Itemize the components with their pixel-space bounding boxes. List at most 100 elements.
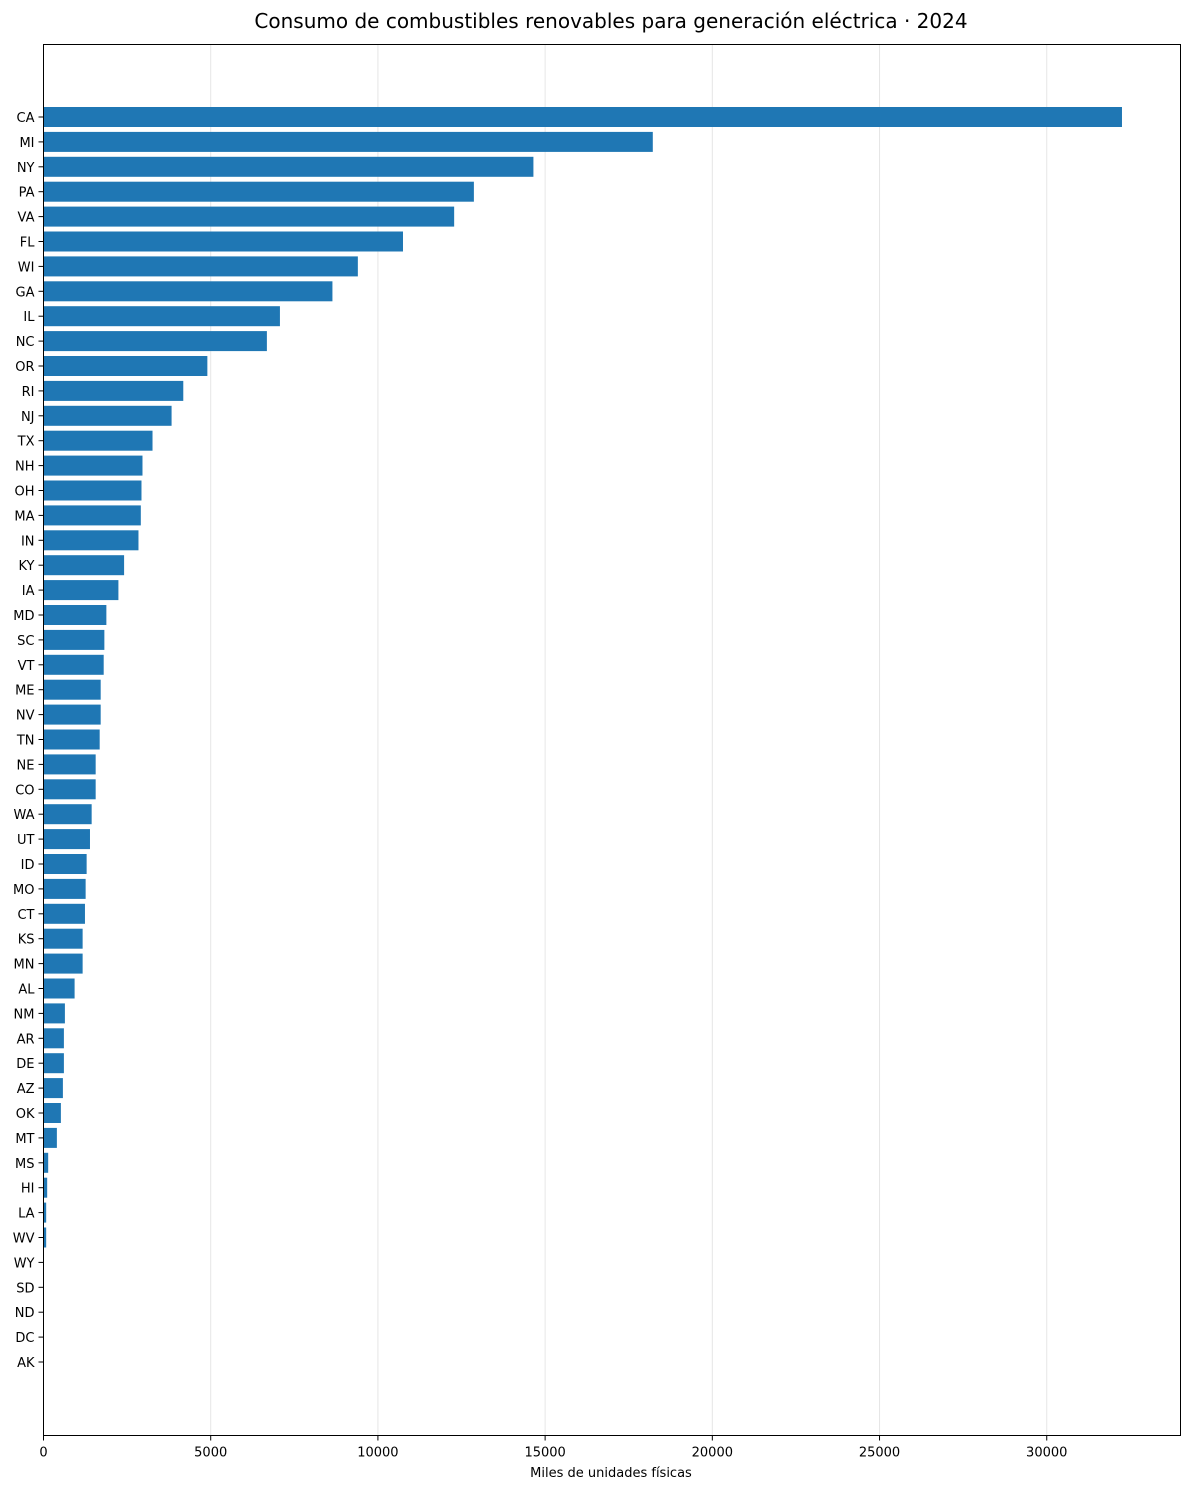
y-tick-label: FL: [20, 236, 35, 251]
bar-mt: [43, 1127, 57, 1148]
y-tick-label: MO: [13, 883, 34, 898]
bar-wa: [43, 804, 92, 825]
y-tick-label: AL: [18, 983, 35, 998]
y-tick-label: TX: [17, 435, 35, 450]
bar-nj: [43, 405, 172, 426]
bar-me: [43, 679, 101, 700]
bar-nm: [43, 1003, 65, 1024]
y-tick-label: WA: [13, 808, 34, 823]
bar-ut: [43, 829, 90, 850]
bar-ma: [43, 505, 141, 526]
y-tick-label: KS: [18, 933, 35, 948]
x-axis-label: Miles de unidades físicas: [530, 1466, 692, 1481]
bar-vt: [43, 654, 104, 675]
bar-ms: [43, 1152, 49, 1173]
bar-fl: [43, 231, 403, 252]
y-tick-label: MD: [13, 609, 34, 624]
y-tick-label: KY: [18, 559, 34, 574]
y-axis-ticks: CA MI NY PA VA FL WI GA IL NC OR RI NJ TX NH OH MA IN KY IA…: [13, 111, 44, 1371]
y-tick-label: IL: [23, 310, 35, 325]
y-tick-label: VT: [18, 659, 35, 674]
y-tick-label: RI: [22, 385, 35, 400]
y-tick-label: NV: [16, 709, 35, 724]
y-tick-label: TN: [16, 734, 35, 749]
bar-ct: [43, 903, 85, 924]
bar-al: [43, 978, 75, 999]
gridlines: [43, 44, 1048, 1436]
bar-co: [43, 779, 96, 800]
bar-tn: [43, 729, 100, 750]
y-tick-label: MS: [15, 1157, 34, 1172]
bar-wi: [43, 256, 358, 277]
bar-ga: [43, 281, 333, 302]
y-tick-label: AK: [17, 1356, 35, 1371]
bar-md: [43, 605, 107, 625]
y-tick-label: SD: [16, 1281, 34, 1296]
x-tick-label: 5000: [194, 1446, 227, 1461]
y-tick-label: NM: [14, 1007, 35, 1022]
bar-nh: [43, 455, 143, 476]
y-tick-label: OR: [15, 360, 34, 375]
bar-or: [43, 356, 208, 376]
bar-ky: [43, 555, 125, 576]
x-axis-ticks: 0 5000 10000 15000 20000 25000 30000: [39, 1435, 1067, 1461]
y-tick-label: DC: [15, 1331, 34, 1346]
bar-mn: [43, 953, 83, 974]
y-tick-label: PA: [19, 186, 35, 201]
bar-pa: [43, 181, 474, 202]
y-tick-label: WV: [13, 1232, 35, 1247]
bar-hi: [43, 1177, 48, 1198]
y-tick-label: AZ: [17, 1082, 35, 1097]
bar-mi: [43, 131, 653, 152]
bar-ok: [43, 1103, 61, 1123]
y-tick-label: IN: [21, 534, 35, 549]
y-tick-label: AR: [17, 1032, 35, 1047]
y-tick-label: ND: [15, 1306, 35, 1321]
y-tick-label: VA: [18, 211, 35, 226]
bar-in: [43, 530, 139, 551]
x-tick-label: 20000: [692, 1446, 733, 1461]
y-tick-label: CT: [17, 908, 34, 923]
y-tick-label: CO: [15, 783, 34, 798]
y-tick-label: LA: [18, 1207, 35, 1222]
y-tick-label: NC: [16, 335, 35, 350]
y-tick-label: WI: [18, 260, 35, 275]
bar-ks: [43, 928, 83, 949]
y-tick-label: ME: [15, 684, 34, 699]
chart-title: Consumo de combustibles renovables para …: [254, 9, 967, 33]
bar-nv: [43, 704, 101, 725]
y-tick-label: MA: [14, 509, 34, 524]
x-tick-label: 25000: [859, 1446, 900, 1461]
bar-ar: [43, 1028, 64, 1049]
plot-frame: [43, 44, 1181, 1436]
y-tick-label: CA: [17, 111, 35, 126]
y-tick-label: ID: [21, 858, 35, 873]
y-tick-label: GA: [16, 285, 35, 300]
y-tick-label: DE: [16, 1057, 34, 1072]
y-tick-label: UT: [17, 833, 35, 848]
y-tick-label: NJ: [21, 410, 35, 425]
y-tick-label: OH: [14, 485, 34, 500]
bar-mo: [43, 878, 86, 899]
bar-tx: [43, 430, 153, 451]
y-tick-label: NY: [17, 161, 35, 176]
bar-az: [43, 1078, 63, 1099]
x-tick-label: 15000: [524, 1446, 565, 1461]
bar-de: [43, 1053, 64, 1074]
x-tick-label: 0: [39, 1446, 47, 1461]
y-tick-label: MI: [19, 136, 34, 151]
bar-wv: [43, 1227, 47, 1248]
y-tick-label: MT: [15, 1132, 34, 1147]
bar-sc: [43, 629, 105, 650]
bar-oh: [43, 480, 142, 501]
bar-il: [43, 306, 280, 327]
y-tick-label: IA: [22, 584, 35, 599]
x-tick-label: 10000: [357, 1446, 398, 1461]
bar-ca: [43, 107, 1122, 127]
y-tick-label: WY: [14, 1256, 35, 1271]
bar-ny: [43, 156, 534, 177]
y-tick-label: NE: [17, 758, 35, 773]
x-tick-label: 30000: [1026, 1446, 1067, 1461]
bars: [43, 107, 1122, 1248]
